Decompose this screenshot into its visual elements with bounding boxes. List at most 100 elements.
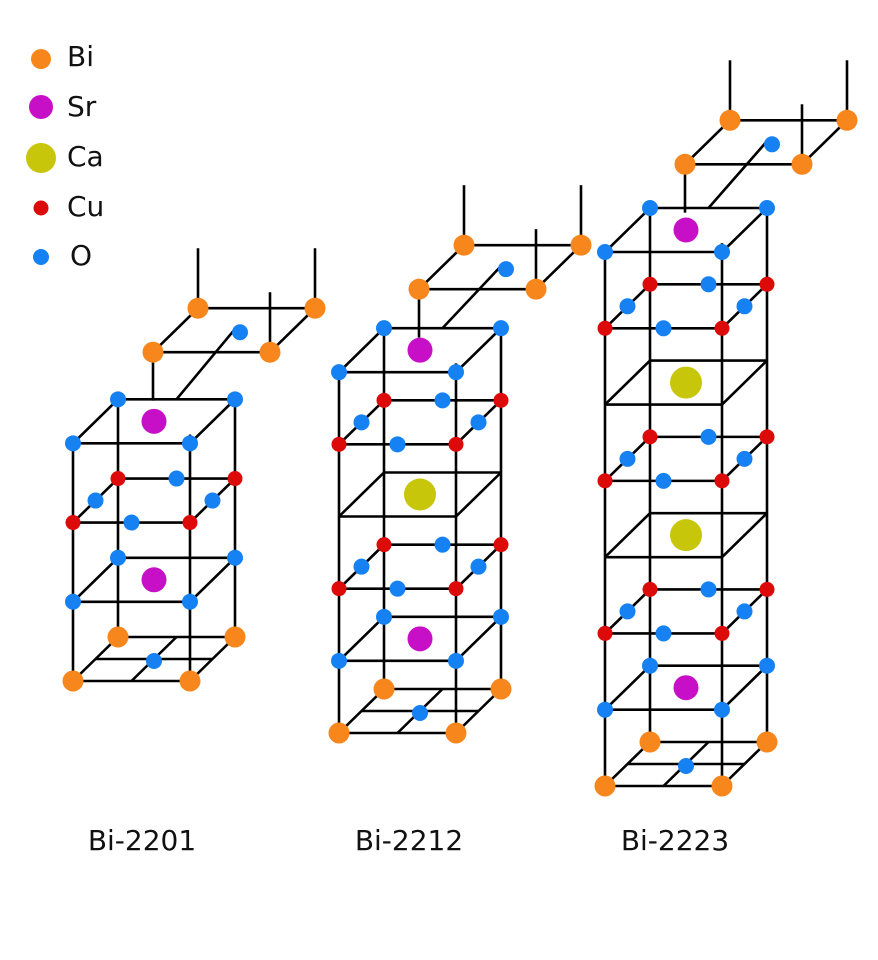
caption-bi2223: Bi-2223 [621,824,729,857]
atom-bi [445,722,467,744]
atom-o [123,514,140,531]
atom-bi [719,109,741,131]
atom-o [448,652,464,669]
atom-cu [597,625,613,641]
atom-bi [570,234,592,256]
atom-o [376,608,392,625]
bond-line [189,398,236,445]
atom-bi [179,670,201,692]
atom-bi [453,234,475,256]
atom-o [678,758,694,774]
blue-circle-icon [33,249,49,265]
atom-cu [448,581,464,597]
atom-bi [791,153,813,175]
atom-o [493,608,509,625]
legend-item-sr: Sr [29,90,97,123]
bond-line [455,327,502,374]
atom-sr [407,337,433,363]
legend: Bi Sr Ca Cu O [26,40,104,272]
atom-o [655,472,672,489]
atom-o [700,276,717,293]
legend-label-ca: Ca [67,140,104,173]
legend-item-bi: Bi [31,40,94,73]
atom-o [376,320,392,337]
bond-line [721,359,768,406]
atom-o [331,364,347,381]
atom-o [434,536,451,553]
bond-line [604,664,651,711]
atom-o [642,200,658,217]
atom-o [146,653,162,669]
atom-o [619,603,636,620]
atom-o [182,593,198,610]
atom-o [353,414,370,431]
atom-ca [670,366,702,399]
atom-o [65,435,81,452]
red-circle-icon [33,200,49,216]
atom-o [227,549,243,566]
atom-cu [65,515,81,531]
atom-o [642,657,658,674]
atom-o [498,261,514,278]
structure-bi2201 [62,248,326,692]
atom-o [182,435,198,452]
atom-cu [597,320,613,336]
atom-cu [227,471,243,487]
atom-cu [642,276,658,292]
atom-o [204,492,221,509]
atom-o [759,657,775,674]
atom-o [168,470,185,487]
atom-bi [187,297,209,319]
atom-cu [448,436,464,452]
atom-o [470,414,487,431]
atom-bi [711,775,733,797]
atom-o [470,558,487,575]
atom-sr [673,675,699,701]
bond-line [707,141,767,209]
atom-o [331,652,347,669]
atom-cu [714,625,730,641]
atom-cu [759,581,775,597]
legend-item-cu: Cu [33,190,104,223]
atom-bi [836,109,858,131]
legend-label-sr: Sr [67,90,97,123]
atom-o [655,625,672,642]
structure-bi2223 [594,60,858,797]
bond-line [604,359,651,406]
atoms [62,297,326,692]
atom-ca [404,478,436,511]
bond-line [455,471,502,518]
atom-o [736,298,753,315]
atom-cu [759,429,775,445]
atom-o [736,450,753,467]
atom-o [655,320,672,337]
atom-o [764,136,780,153]
bond-line [441,266,501,330]
atom-cu [110,471,126,487]
atom-bi [756,731,778,753]
atom-bi [490,678,512,700]
atom-cu [597,473,613,489]
bond-line [175,329,235,401]
atom-cu [376,392,392,408]
atom-o [232,324,248,341]
atom-o [412,705,428,721]
atom-cu [759,276,775,292]
caption-bi2212: Bi-2212 [355,824,463,857]
atom-sr [141,408,167,434]
atom-cu [331,436,347,452]
atom-cu [376,537,392,553]
atom-sr [141,567,167,593]
legend-label-bi: Bi [67,40,94,73]
bond-line [604,207,651,253]
legend-item-ca: Ca [26,140,104,173]
legend-item-o: O [33,239,92,272]
atom-o [87,492,104,509]
atoms [594,109,858,797]
atom-bi [525,278,547,300]
atom-cu [642,429,658,445]
atoms [328,234,592,744]
bond-line [72,556,119,603]
bond-line [721,207,768,253]
legend-label-cu: Cu [67,190,104,223]
